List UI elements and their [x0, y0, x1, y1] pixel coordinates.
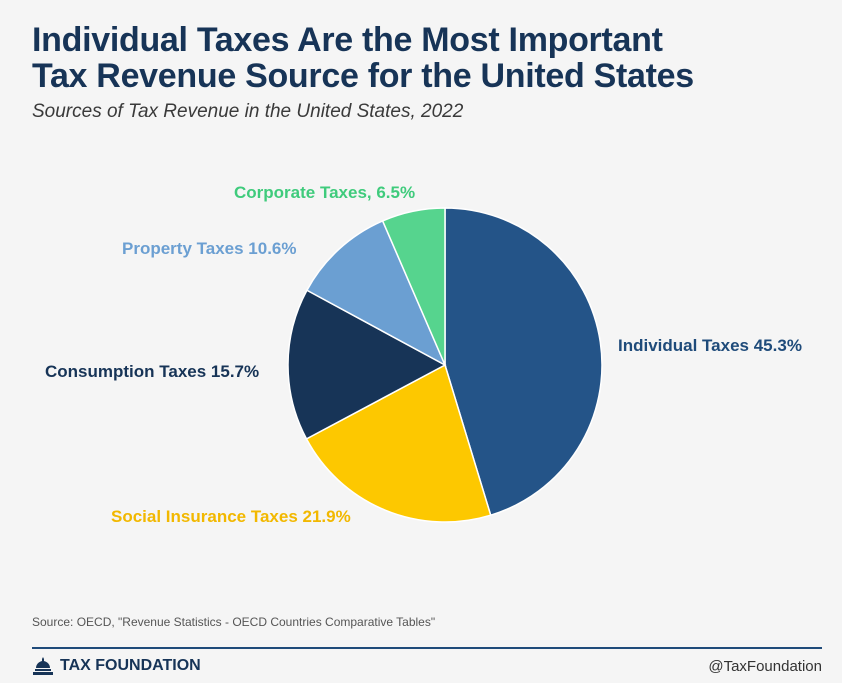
- chart-subtitle: Sources of Tax Revenue in the United Sta…: [32, 101, 464, 122]
- brand-name: TAX FOUNDATION: [60, 657, 201, 674]
- pie-labels: Individual Taxes 45.3% Social Insurance T…: [45, 183, 802, 526]
- capitol-icon: [33, 657, 53, 675]
- chart-title: Individual Taxes Are the Most Important …: [32, 22, 694, 94]
- pie-slice-property-taxes: [305, 219, 447, 367]
- title-line-2: Tax Revenue Source for the United States: [32, 57, 694, 95]
- slice-label-property-taxes: Property Taxes 10.6%: [122, 239, 297, 258]
- footer-divider: [32, 647, 822, 649]
- twitter-handle: @TaxFoundation: [708, 658, 822, 675]
- pie-slice-individual-taxes: [444, 207, 603, 517]
- pie-slice-social-insurance-taxes: [305, 363, 492, 523]
- slice-label-corporate-taxes: Corporate Taxes, 6.5%: [234, 183, 415, 202]
- pie-slices: [287, 207, 603, 523]
- slice-label-consumption-taxes: Consumption Taxes 15.7%: [45, 362, 259, 381]
- pie-slice-consumption-taxes: [287, 289, 447, 440]
- pie-chart: Individual Taxes 45.3% Social Insurance T…: [45, 183, 802, 526]
- source-note: Source: OECD, "Revenue Statistics - OECD…: [32, 615, 436, 629]
- slice-label-social-insurance-taxes: Social Insurance Taxes 21.9%: [111, 507, 351, 526]
- slice-label-individual-taxes: Individual Taxes 45.3%: [618, 336, 802, 355]
- tax-foundation-logo: TAX FOUNDATION: [32, 656, 201, 676]
- title-line-1: Individual Taxes Are the Most Important: [32, 21, 663, 59]
- pie-slice-corporate-taxes: [381, 207, 446, 366]
